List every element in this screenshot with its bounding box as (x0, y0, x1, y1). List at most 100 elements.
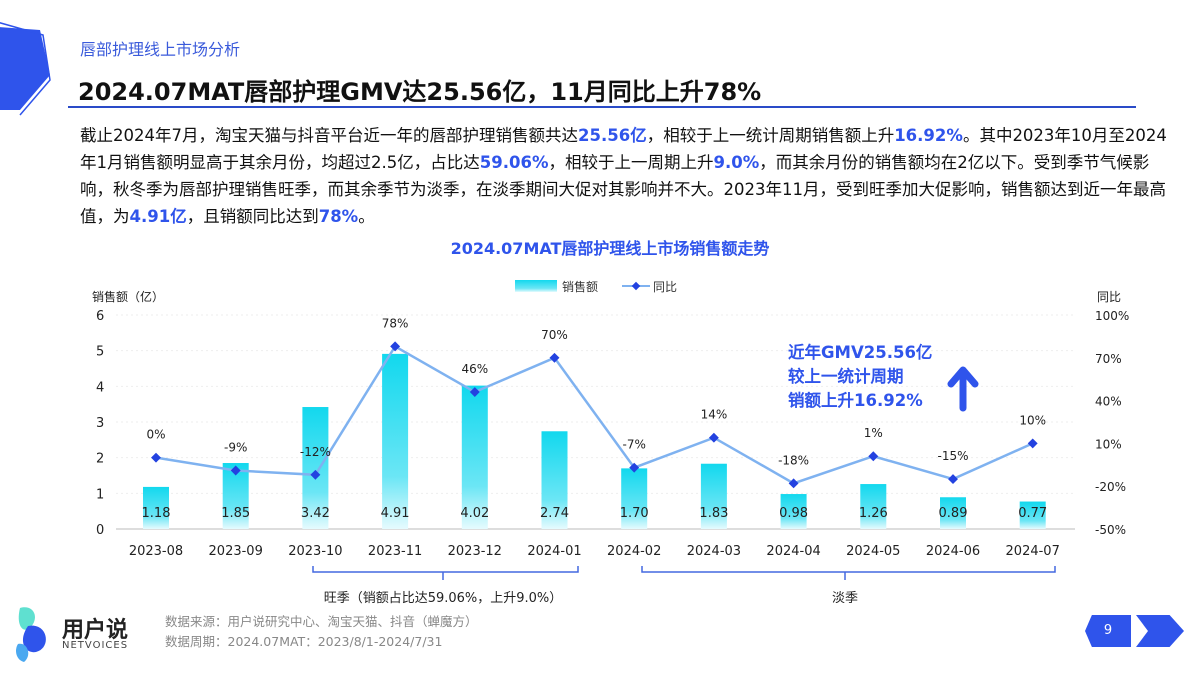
x-axis-tick: 2023-09 (209, 544, 263, 559)
paragraph-text: ，相较于上一周期上升 (548, 153, 714, 172)
off-season-label: 淡季 (832, 591, 858, 606)
yoy-value-label: 46% (461, 362, 488, 376)
yoy-value-label: 70% (541, 328, 568, 342)
highlight-value: 25.56亿 (578, 126, 647, 145)
left-axis-tick: 1 (96, 487, 104, 502)
left-axis-title: 销售额（亿） (92, 289, 164, 304)
summary-paragraph: 截止2024年7月，淘宝天猫与抖音平台近一年的唇部护理销售额共达25.56亿 ，相… (80, 122, 1180, 230)
bar-2023-08 (143, 486, 169, 529)
right-axis-tick: 10% (1095, 437, 1122, 451)
logo-text: 用户说 (62, 618, 129, 643)
x-axis-tick: 2024-05 (846, 544, 900, 559)
bar-value-label: 1.83 (699, 506, 728, 521)
left-axis-tick: 3 (96, 416, 104, 431)
right-axis-tick: -20% (1095, 480, 1126, 494)
right-axis-tick: -50% (1095, 523, 1126, 537)
yoy-point-2024-02 (629, 462, 640, 473)
bar-value-label: 3.42 (301, 506, 330, 521)
legend-bar-label: 销售额 (562, 279, 598, 294)
paragraph-text: 。其中2023年10月至2024年1月销售额明显高于其余月份，均超过2.5亿，占… (80, 126, 1167, 172)
source-text: 数据来源：用户说研究中心、淘宝天猫、抖音（蝉魔方） (165, 614, 478, 629)
bar-2024-03 (700, 463, 727, 529)
corner-decoration (0, 22, 51, 116)
x-axis-tick: 2024-06 (926, 544, 980, 559)
yoy-point-2024-07 (1027, 438, 1038, 449)
left-axis-tick: 5 (96, 345, 104, 360)
bar-2024-02 (621, 468, 648, 529)
bar-value-label: 4.91 (381, 506, 410, 521)
yoy-point-2024-04 (788, 478, 799, 489)
bar-2024-06 (940, 497, 966, 529)
highlight-value: 78% (318, 207, 359, 226)
yoy-point-2023-08 (151, 452, 161, 463)
yoy-point-2024-06 (948, 474, 958, 485)
left-axis-tick: 0 (96, 523, 104, 538)
bar-value-label: 2.74 (540, 506, 569, 521)
highlight-value: 16.92% (894, 126, 963, 145)
right-axis-tick: 40% (1095, 395, 1122, 409)
bar-2024-05 (860, 484, 887, 529)
yoy-value-label: -9% (224, 441, 247, 455)
bar-value-label: 1.26 (859, 506, 888, 521)
right-axis-title: 同比 (1097, 290, 1121, 304)
legend-bar-swatch (515, 280, 557, 292)
peak-season-label: 旺季（销额占比达59.06%，上升9.0%） (324, 591, 563, 606)
x-axis-tick: 2024-04 (766, 544, 820, 559)
paragraph-text: 截止2024年7月，淘宝天猫与抖音平台近一年的唇部护理销售额共达 (80, 126, 578, 145)
yoy-point-2023-10 (310, 469, 321, 480)
x-axis-tick: 2024-07 (1006, 544, 1060, 559)
yoy-value-label: 1% (864, 426, 883, 440)
annotation-line: 销额上升16.92% (788, 390, 923, 410)
yoy-point-2024-01 (549, 352, 560, 363)
up-arrow-icon (947, 366, 979, 412)
left-axis-tick: 6 (96, 309, 104, 324)
annotation-line: 较上一统计周期 (788, 366, 904, 386)
period-text: 数据周期：2024.07MAT：2023/8/1-2024/7/31 (165, 634, 443, 649)
annotation-line: 近年GMV25.56亿 (788, 342, 932, 362)
x-axis-tick: 2024-03 (687, 544, 741, 559)
bar-2023-12 (461, 385, 488, 529)
logo-subtext: NETVOICES (62, 640, 129, 651)
yoy-value-label: 0% (146, 428, 165, 442)
yoy-point-2024-05 (868, 451, 879, 462)
x-axis-tick: 2023-12 (448, 544, 502, 559)
bar-value-label: 1.18 (142, 506, 171, 521)
x-axis-tick: 2023-08 (129, 544, 183, 559)
yoy-value-label: 10% (1019, 413, 1046, 427)
bar-value-label: 4.02 (460, 506, 489, 521)
yoy-value-label: -12% (300, 445, 331, 459)
yoy-line (155, 344, 1034, 485)
off-season-bracket: 淡季 (641, 566, 1056, 606)
bar-value-label: 0.89 (939, 506, 968, 521)
yoy-point-2023-12 (469, 387, 480, 397)
bar-value-label: 1.85 (221, 506, 250, 521)
yoy-value-label: 14% (701, 408, 728, 422)
highlight-value: 59.06% (479, 153, 549, 172)
page-number: 9 (1085, 615, 1131, 647)
bar-value-label: 0.77 (1018, 506, 1047, 521)
bar-2024-01 (541, 431, 568, 529)
right-axis-tick: 70% (1095, 352, 1122, 366)
paragraph-text: ，而其余月份的销售额均在2亿以下。受到季节气候影响，秋冬季为唇部护理销售旺季，而… (80, 153, 1166, 226)
highlight-value: 4.91亿 (129, 207, 187, 226)
section-subtitle: 唇部护理线上市场分析 (80, 40, 241, 59)
bar-2023-11 (382, 353, 409, 529)
chart-title: 2024.07MAT唇部护理线上市场销售额走势 (450, 239, 770, 258)
paragraph-text: 。 (358, 207, 375, 226)
page-title: 2024.07MAT唇部护理GMV达25.56亿，11月同比上升78% (78, 78, 762, 106)
bar-value-label: 1.70 (620, 506, 649, 521)
x-axis-tick: 2023-10 (288, 544, 342, 559)
bar-2024-07 (1019, 501, 1046, 529)
yoy-value-label: 78% (382, 316, 409, 330)
bar-2024-04 (780, 494, 807, 529)
title-divider (68, 106, 1136, 108)
peak-season-bracket: 旺季（销额占比达59.06%，上升9.0%） (312, 566, 579, 606)
highlight-value: 9.0% (713, 153, 760, 172)
yoy-point-2023-11 (390, 341, 401, 352)
bar-2023-10 (302, 407, 329, 529)
left-axis-tick: 2 (96, 452, 104, 467)
bar-value-label: 0.98 (779, 506, 808, 521)
chart-legend: 销售额 同比 (515, 279, 677, 294)
data-source: 数据来源：用户说研究中心、淘宝天猫、抖音（蝉魔方） 数据周期：2024.07MA… (165, 612, 478, 652)
